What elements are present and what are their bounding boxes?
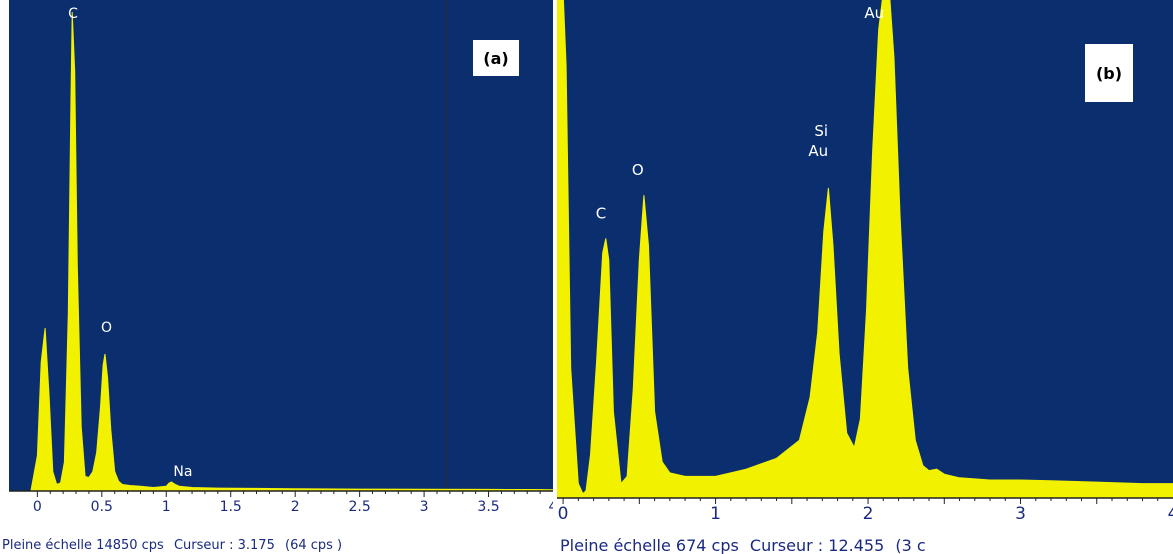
cursor-counts-readout: (3 c	[895, 536, 926, 554]
x-tick-label: 3	[1015, 504, 1026, 524]
plot-area	[9, 0, 553, 491]
x-tick-label: 0	[33, 499, 42, 515]
peak-label: Na	[173, 464, 192, 480]
status-bar-a: Pleine échelle 14850 cps Curseur : 3.175…	[2, 538, 348, 553]
x-tick-label: 4	[549, 499, 553, 515]
x-tick-label: 2.5	[349, 499, 371, 515]
status-bar-b: Pleine échelle 674 cps Curseur : 12.455 …	[560, 536, 932, 554]
peak-label: O	[101, 320, 112, 336]
full-scale-readout: Pleine échelle 14850 cps	[2, 538, 164, 553]
x-tick-label: 1	[710, 504, 721, 524]
peak-label: O	[632, 161, 644, 179]
spectrum-chart-a: 0 0.5 1 1.5 2 2.5 3 3.5 4 C O Na	[9, 0, 553, 515]
peak-label: Si	[814, 122, 828, 140]
x-tick-label: 2	[291, 499, 300, 515]
x-tick-label: 3.5	[477, 499, 499, 515]
panel-tag-a: (a)	[473, 40, 519, 76]
panel-tag-b: (b)	[1085, 44, 1133, 102]
cursor-counts-readout: (64 cps )	[285, 538, 343, 553]
spectrum-trace	[557, 0, 1173, 499]
peak-label: C	[596, 204, 606, 222]
spectrum-trace	[9, 11, 553, 492]
x-tick-label: 4	[1168, 504, 1173, 524]
spectrum-chart-b: 0 1 2 3 4 C O Si Au Au	[557, 0, 1173, 524]
spectrum-panel-a: 0 0.5 1 1.5 2 2.5 3 3.5 4 C O Na (a) Pleine échelle…	[0, 0, 553, 554]
x-tick-label: 1.5	[220, 499, 242, 515]
peak-label: Au	[864, 4, 884, 22]
x-tick-label: 1	[162, 499, 171, 515]
x-tick-label: 0.5	[91, 499, 113, 515]
cursor-readout: Curseur : 12.455	[749, 536, 885, 554]
full-scale-readout: Pleine échelle 674 cps	[560, 536, 739, 554]
x-tick-label: 3	[420, 499, 429, 515]
peak-label: C	[68, 6, 78, 22]
spectrum-panel-b: 0 1 2 3 4 C O Si Au Au (b) Pleine échelle 674 cps…	[557, 0, 1173, 554]
x-tick-label: 2	[863, 504, 874, 524]
x-tick-label: 0	[558, 504, 569, 524]
peak-label: Au	[808, 142, 828, 160]
cursor-readout: Curseur : 3.175	[173, 538, 275, 553]
